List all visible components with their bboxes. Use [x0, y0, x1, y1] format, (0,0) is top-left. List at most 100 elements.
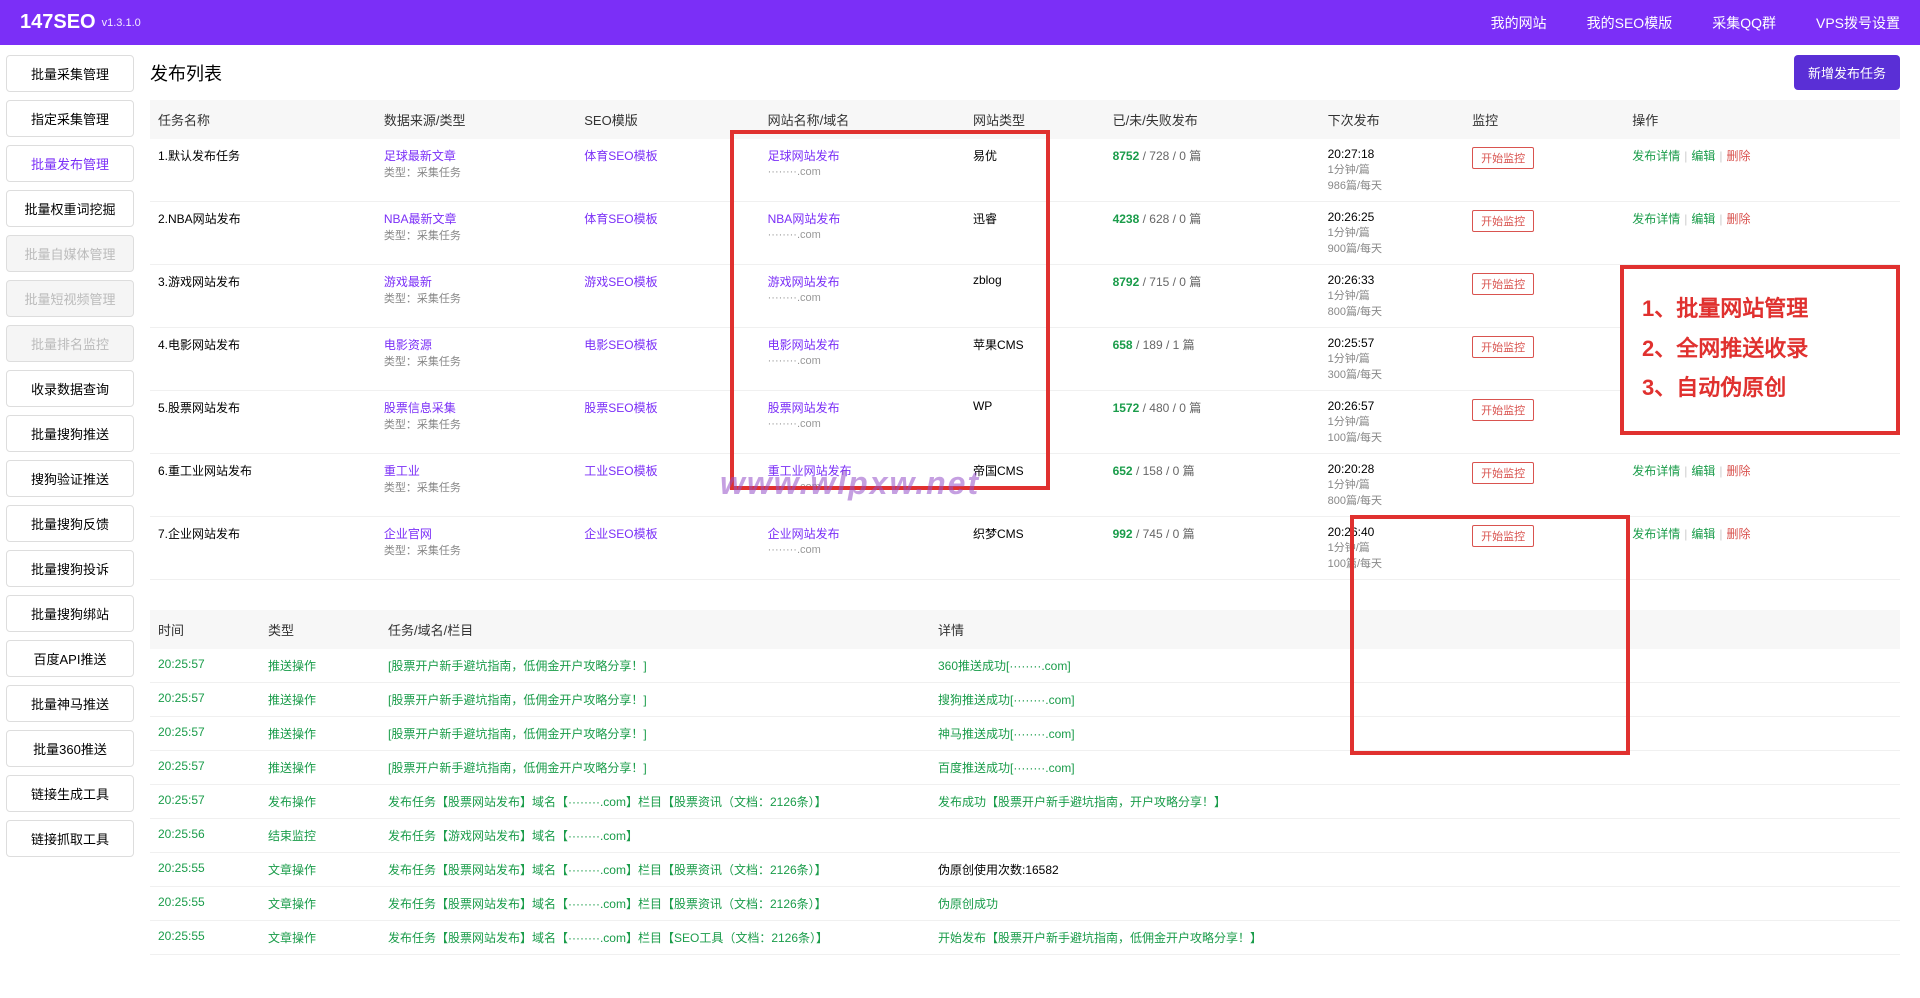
- col-header-1: 数据来源/类型: [376, 100, 576, 139]
- cell-monitor: 开始监控: [1464, 202, 1624, 265]
- col-header-4: 网站类型: [965, 100, 1105, 139]
- start-monitor-button[interactable]: 开始监控: [1472, 273, 1534, 295]
- start-monitor-button[interactable]: 开始监控: [1472, 399, 1534, 421]
- log-time: 20:25:57: [150, 785, 260, 819]
- sidebar-item-2[interactable]: 批量发布管理: [6, 145, 134, 182]
- cell-task-name: 6.重工业网站发布: [150, 454, 376, 517]
- template-link[interactable]: 工业SEO模板: [584, 464, 657, 478]
- cell-template: 电影SEO模板: [576, 328, 759, 391]
- sidebar-item-14[interactable]: 批量神马推送: [6, 685, 134, 722]
- sidebar-item-17[interactable]: 链接抓取工具: [6, 820, 134, 857]
- sidebar-item-12[interactable]: 批量搜狗绑站: [6, 595, 134, 632]
- site-link[interactable]: 企业网站发布: [768, 527, 840, 541]
- cell-ops: 发布详情|编辑|删除: [1624, 517, 1900, 580]
- cell-site: NBA网站发布········.com: [760, 202, 965, 265]
- log-task: 发布任务【股票网站发布】域名【········.com】栏目【股票资讯（文档：2…: [380, 853, 930, 887]
- cell-monitor: 开始监控: [1464, 328, 1624, 391]
- edit-link[interactable]: 编辑: [1691, 275, 1715, 289]
- publish-detail-link[interactable]: 发布详情: [1632, 275, 1680, 289]
- template-link[interactable]: 体育SEO模板: [584, 149, 657, 163]
- sidebar-item-10[interactable]: 批量搜狗反馈: [6, 505, 134, 542]
- sidebar-item-16[interactable]: 链接生成工具: [6, 775, 134, 812]
- cell-publish-count: 8792 / 715 / 0 篇: [1105, 265, 1320, 328]
- start-monitor-button[interactable]: 开始监控: [1472, 462, 1534, 484]
- site-link[interactable]: 股票网站发布: [768, 401, 840, 415]
- new-publish-task-button[interactable]: 新增发布任务: [1794, 55, 1900, 90]
- sidebar-item-3[interactable]: 批量权重词挖掘: [6, 190, 134, 227]
- table-row: 3.游戏网站发布游戏最新类型：采集任务游戏SEO模板游戏网站发布········…: [150, 265, 1900, 328]
- cell-publish-count: 8752 / 728 / 0 篇: [1105, 139, 1320, 202]
- source-link[interactable]: 重工业: [384, 464, 420, 478]
- cell-source: 股票信息采集类型：采集任务: [376, 391, 576, 454]
- cell-task-name: 2.NBA网站发布: [150, 202, 376, 265]
- publish-detail-link[interactable]: 发布详情: [1632, 149, 1680, 163]
- sidebar-item-7[interactable]: 收录数据查询: [6, 370, 134, 407]
- cell-cms: 迅睿: [965, 202, 1105, 265]
- publish-detail-link[interactable]: 发布详情: [1632, 212, 1680, 226]
- start-monitor-button[interactable]: 开始监控: [1472, 210, 1534, 232]
- start-monitor-button[interactable]: 开始监控: [1472, 336, 1534, 358]
- log-type: 推送操作: [260, 683, 380, 717]
- table-row: 2.NBA网站发布NBA最新文章类型：采集任务体育SEO模板 NBA网站发布···…: [150, 202, 1900, 265]
- nav-vps-dial[interactable]: VPS拨号设置: [1816, 13, 1900, 33]
- template-link[interactable]: 企业SEO模板: [584, 527, 657, 541]
- delete-link[interactable]: 删除: [1727, 464, 1751, 478]
- template-link[interactable]: 体育SEO模板: [584, 212, 657, 226]
- log-task: [股票开户新手避坑指南，低佣金开户攻略分享！]: [380, 717, 930, 751]
- sidebar-item-15[interactable]: 批量360推送: [6, 730, 134, 767]
- cell-next-time: 20:27:181分钟/篇986篇/每天: [1320, 139, 1465, 202]
- edit-link[interactable]: 编辑: [1691, 149, 1715, 163]
- log-type: 文章操作: [260, 853, 380, 887]
- source-link[interactable]: 股票信息采集: [384, 401, 456, 415]
- publish-detail-link[interactable]: 发布详情: [1632, 527, 1680, 541]
- delete-link[interactable]: 删除: [1727, 212, 1751, 226]
- source-link[interactable]: 电影资源: [384, 338, 432, 352]
- version-text: v1.3.1.0: [102, 17, 141, 29]
- source-link[interactable]: 足球最新文章: [384, 149, 456, 163]
- source-link[interactable]: 企业官网: [384, 527, 432, 541]
- log-detail: 伪原创成功: [930, 887, 1900, 921]
- publish-detail-link[interactable]: 发布详情: [1632, 464, 1680, 478]
- nav-seo-template[interactable]: 我的SEO模版: [1587, 13, 1673, 33]
- sidebar-item-11[interactable]: 批量搜狗投诉: [6, 550, 134, 587]
- sidebar-item-5: 批量短视频管理: [6, 280, 134, 317]
- sidebar-item-13[interactable]: 百度API推送: [6, 640, 134, 677]
- nav-my-site[interactable]: 我的网站: [1491, 13, 1547, 33]
- log-row: 20:25:57推送操作[股票开户新手避坑指南，低佣金开户攻略分享！]神马推送成…: [150, 717, 1900, 751]
- edit-link[interactable]: 编辑: [1691, 212, 1715, 226]
- site-link[interactable]: 电影网站发布: [768, 338, 840, 352]
- log-time: 20:25:55: [150, 887, 260, 921]
- cell-publish-count: 992 / 745 / 0 篇: [1105, 517, 1320, 580]
- source-link[interactable]: NBA最新文章: [384, 212, 457, 226]
- sidebar-item-9[interactable]: 搜狗验证推送: [6, 460, 134, 497]
- start-monitor-button[interactable]: 开始监控: [1472, 147, 1534, 169]
- cell-next-time: 20:26:251分钟/篇900篇/每天: [1320, 202, 1465, 265]
- delete-link[interactable]: 删除: [1727, 149, 1751, 163]
- log-row: 20:25:57推送操作[股票开户新手避坑指南，低佣金开户攻略分享！]360推送…: [150, 649, 1900, 683]
- cell-cms: 织梦CMS: [965, 517, 1105, 580]
- nav-qq-group[interactable]: 采集QQ群: [1712, 13, 1776, 33]
- cell-source: NBA最新文章类型：采集任务: [376, 202, 576, 265]
- start-monitor-button[interactable]: 开始监控: [1472, 525, 1534, 547]
- col-header-0: 任务名称: [150, 100, 376, 139]
- log-detail: 伪原创使用次数:16582: [930, 853, 1900, 887]
- site-link[interactable]: 足球网站发布: [768, 149, 840, 163]
- site-link[interactable]: 游戏网站发布: [768, 275, 840, 289]
- sidebar-item-0[interactable]: 批量采集管理: [6, 55, 134, 92]
- sidebar-item-8[interactable]: 批量搜狗推送: [6, 415, 134, 452]
- template-link[interactable]: 电影SEO模板: [584, 338, 657, 352]
- delete-link[interactable]: 删除: [1727, 527, 1751, 541]
- table-row: 6.重工业网站发布重工业类型：采集任务工业SEO模板重工业网站发布·······…: [150, 454, 1900, 517]
- sidebar-item-1[interactable]: 指定采集管理: [6, 100, 134, 137]
- cell-site: 电影网站发布········.com: [760, 328, 965, 391]
- edit-link[interactable]: 编辑: [1691, 527, 1715, 541]
- log-task: 发布任务【股票网站发布】域名【········.com】栏目【股票资讯（文档：2…: [380, 785, 930, 819]
- site-link[interactable]: 重工业网站发布: [768, 464, 852, 478]
- site-link[interactable]: NBA网站发布: [768, 212, 841, 226]
- template-link[interactable]: 股票SEO模板: [584, 401, 657, 415]
- source-link[interactable]: 游戏最新: [384, 275, 432, 289]
- log-time: 20:25:57: [150, 649, 260, 683]
- template-link[interactable]: 游戏SEO模板: [584, 275, 657, 289]
- edit-link[interactable]: 编辑: [1691, 464, 1715, 478]
- delete-link[interactable]: 删除: [1727, 275, 1751, 289]
